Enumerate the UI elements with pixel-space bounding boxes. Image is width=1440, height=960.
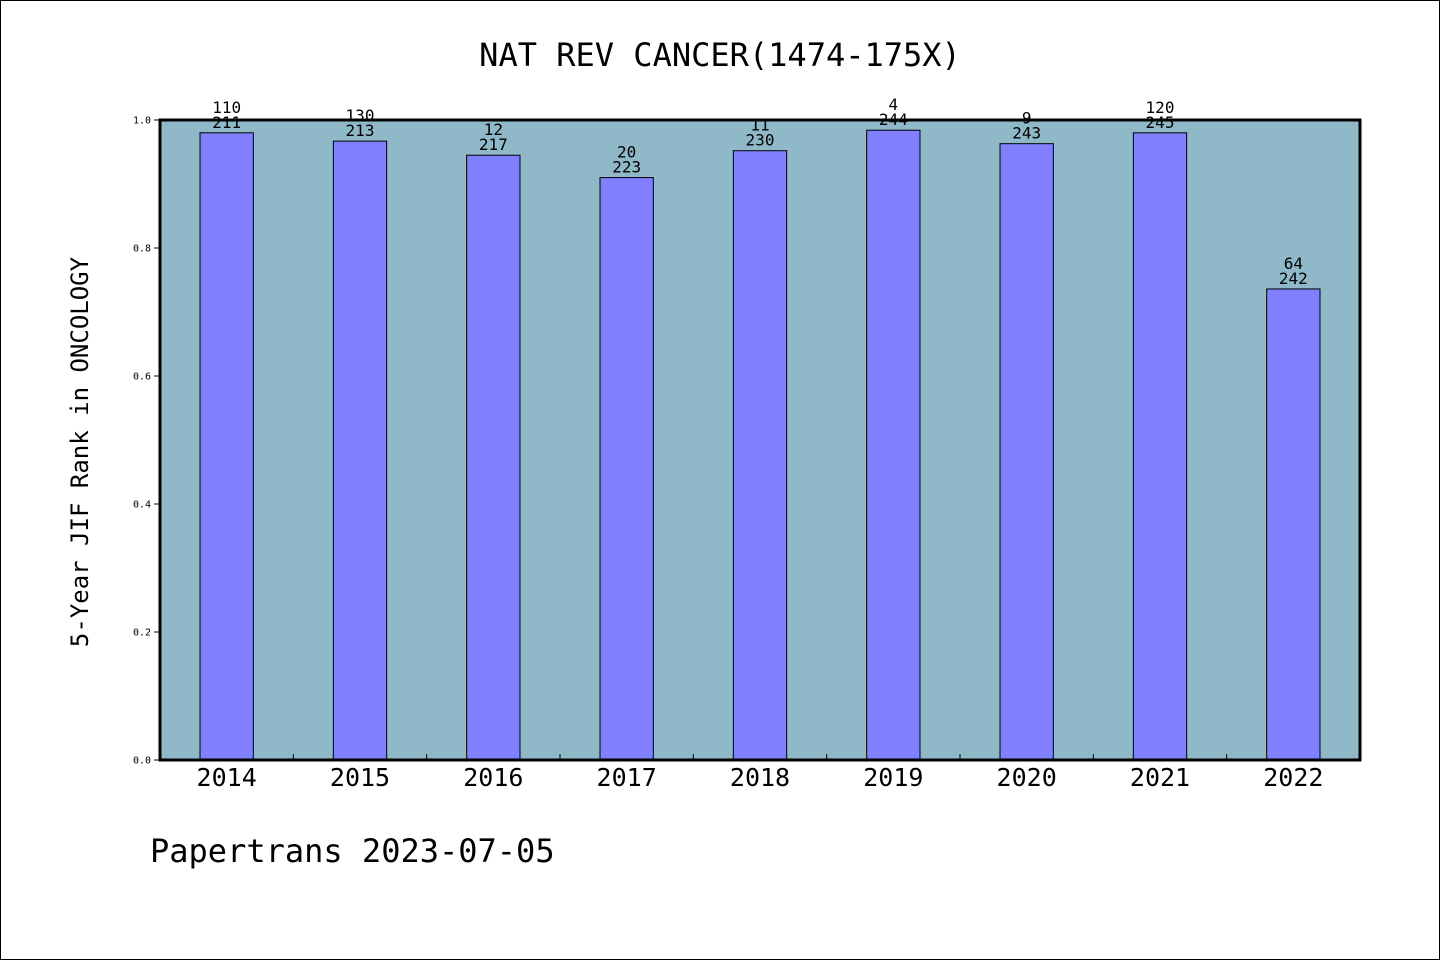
bar-2016 — [466, 154, 521, 761]
bar-rank-label: 64 — [1284, 254, 1303, 273]
bar-total-label: 230 — [746, 131, 775, 150]
x-tick-label: 2018 — [730, 763, 790, 792]
bar-total-label: 211 — [212, 113, 241, 132]
x-tick-label: 2021 — [1130, 763, 1190, 792]
y-tick-label: 0.8 — [133, 244, 151, 255]
bar-total-label: 217 — [479, 135, 508, 154]
bar-rank-label: 4 — [889, 95, 899, 114]
footer-text: Papertrans 2023-07-05 — [150, 832, 555, 870]
x-tick-label: 2017 — [597, 763, 657, 792]
bar-total-label: 213 — [346, 121, 375, 140]
bar-2019 — [866, 129, 921, 761]
bar-2021 — [1132, 132, 1188, 761]
bar-2015 — [332, 140, 388, 761]
x-tick-label: 2016 — [463, 763, 523, 792]
x-tick-label: 2022 — [1263, 763, 1323, 792]
bar-total-label: 223 — [612, 158, 641, 177]
y-tick-label: 1.0 — [133, 116, 151, 127]
bar-rank-label: 9 — [1022, 109, 1032, 128]
bar-rank-label: 12 — [484, 120, 503, 139]
bar-2020 — [999, 143, 1054, 761]
bar-2018 — [732, 150, 788, 761]
y-tick-label: 0.6 — [133, 372, 151, 383]
bar-total-label: 243 — [1012, 124, 1041, 143]
x-tick-label: 2019 — [863, 763, 923, 792]
bar-total-label: 242 — [1279, 269, 1308, 288]
y-tick-label: 0.0 — [133, 756, 151, 767]
y-axis-label: 5-Year JIF Rank in ONCOLOGY — [66, 256, 94, 647]
x-tick-label: 2014 — [197, 763, 257, 792]
bar-rank-label: 120 — [1146, 98, 1175, 117]
y-tick-label: 0.2 — [133, 628, 151, 639]
chart-title: NAT REV CANCER(1474-175X) — [479, 36, 961, 74]
bars-layer — [199, 129, 1321, 761]
bar-2014 — [199, 132, 254, 761]
x-tick-label: 2020 — [997, 763, 1057, 792]
bar-2022 — [1266, 288, 1321, 761]
labels-layer: 1102112014130213201512217201620223201711… — [133, 95, 1324, 792]
bar-rank-label: 110 — [212, 98, 241, 117]
y-tick-label: 0.4 — [133, 500, 151, 511]
bar-2017 — [599, 177, 654, 761]
plot-border — [158, 118, 1362, 762]
bar-total-label: 245 — [1146, 113, 1175, 132]
x-tick-label: 2015 — [330, 763, 390, 792]
bar-rank-label: 20 — [617, 143, 636, 162]
